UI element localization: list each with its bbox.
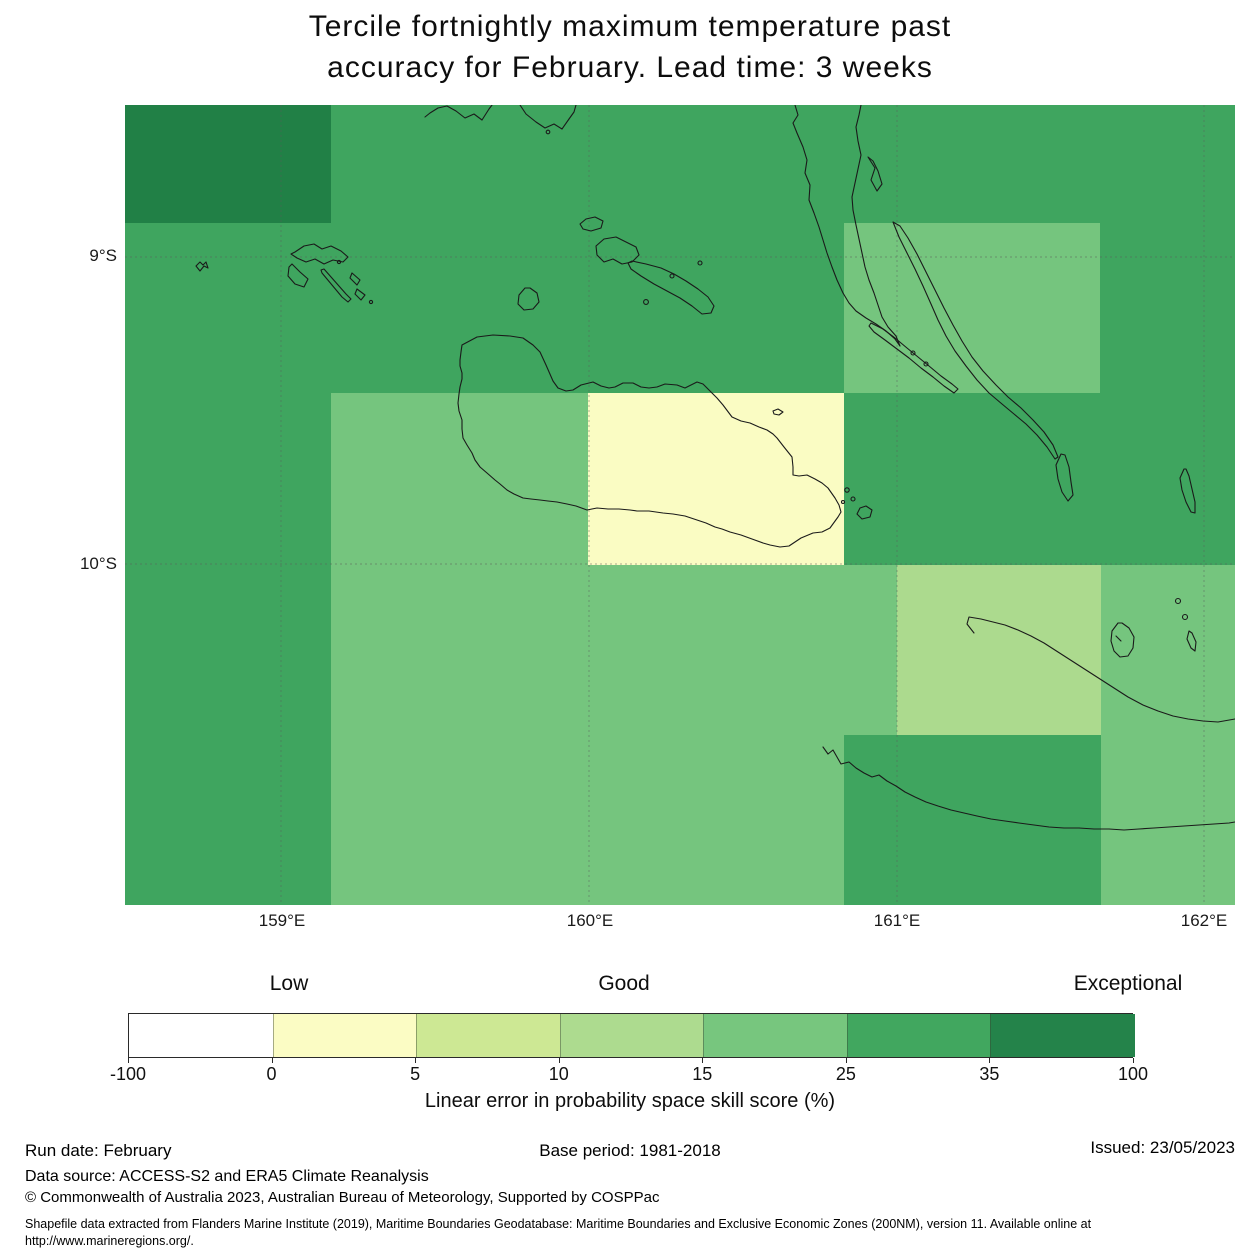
coastline-new-georgia-3 xyxy=(320,268,352,303)
coastline-east-islet xyxy=(1179,468,1196,514)
x-tick-label: 162°E xyxy=(1180,911,1228,930)
grid-cell xyxy=(1101,735,1235,905)
coastline-choiseul-fragment-2 xyxy=(519,105,577,130)
colorbar-tick-label: 15 xyxy=(692,1064,713,1084)
coastline-makira-north xyxy=(966,616,1235,723)
coastline-florida-1 xyxy=(579,216,604,232)
colorbar-tick-label: 25 xyxy=(835,1064,856,1084)
x-tick-label: 159°E xyxy=(258,911,306,930)
run-date-label: Run date: February xyxy=(25,1141,172,1160)
coastline-guadalcanal-islet xyxy=(772,408,784,416)
colorbar-segment xyxy=(416,1014,562,1057)
islet xyxy=(1181,613,1189,621)
grid-cell xyxy=(125,105,331,223)
colorbar-tick-label: 35 xyxy=(979,1064,1000,1084)
islet xyxy=(669,273,675,279)
islet xyxy=(545,129,551,135)
colorbar xyxy=(128,1013,1136,1058)
coastline-makira-south xyxy=(822,746,1235,831)
colorbar-tick-label: 100 xyxy=(1117,1064,1149,1084)
shapefile-attribution-line2: http://www.marineregions.org/. xyxy=(25,1234,194,1248)
coastline-maramasike xyxy=(1055,453,1074,502)
islet xyxy=(910,350,916,356)
colorbar-tick-mark xyxy=(845,1058,847,1063)
colorbar-segment xyxy=(846,1014,992,1057)
coastline-santa-isabel xyxy=(792,105,901,347)
colorbar-tick-mark xyxy=(128,1058,129,1063)
grid-cell xyxy=(331,735,844,905)
x-tick-label: 161°E xyxy=(873,911,921,930)
islet xyxy=(840,499,846,505)
coastline-marau-islet xyxy=(856,505,873,520)
colorbar-tick-label: 5 xyxy=(410,1064,421,1084)
coastline-choiseul-fragment-1 xyxy=(424,105,493,121)
colorbar-segment xyxy=(703,1014,849,1057)
page-title-line1: Tercile fortnightly maximum temperature … xyxy=(308,10,952,43)
shapefile-attribution-line1: Shapefile data extracted from Flanders M… xyxy=(25,1217,1092,1231)
islet xyxy=(697,260,703,266)
y-tick-label: 10°S xyxy=(79,554,117,573)
coastline-isabel-bay xyxy=(867,156,883,192)
grid-cell xyxy=(897,565,1101,735)
coastline-heart-islet xyxy=(195,261,209,272)
coastline-florida-2 xyxy=(595,236,640,265)
copyright-label: © Commonwealth of Australia 2023, Austra… xyxy=(25,1189,660,1206)
coastline-ulawa xyxy=(1110,622,1135,658)
colorbar-tick-mark xyxy=(415,1058,417,1063)
colorbar-segment xyxy=(272,1014,418,1057)
map-overlay xyxy=(125,105,1235,905)
coastline-florida-3 xyxy=(627,260,715,315)
graticule-gridlines xyxy=(125,105,1235,905)
data-source-label: Data source: ACCESS-S2 and ERA5 Climate … xyxy=(25,1168,429,1185)
issued-date-label: Issued: 23/05/2023 xyxy=(1090,1138,1235,1157)
coastline-new-georgia-5 xyxy=(354,288,366,301)
grid-cell xyxy=(331,565,897,735)
islet xyxy=(336,259,342,265)
page-title-line2: accuracy for February. Lead time: 3 week… xyxy=(327,51,933,84)
coastline-malaita xyxy=(892,221,1059,460)
colorbar-segment xyxy=(990,1014,1136,1057)
coastline-new-georgia-2 xyxy=(287,263,309,288)
colorbar-tick-label: 10 xyxy=(548,1064,569,1084)
coastline-russell-island xyxy=(517,287,540,311)
colorbar-tick-mark xyxy=(702,1058,704,1063)
coastline-three-sisters xyxy=(1186,630,1197,652)
islet xyxy=(844,487,850,493)
map-area xyxy=(125,105,1235,905)
coastline-new-georgia-1 xyxy=(290,243,349,265)
grid-cell xyxy=(331,393,588,565)
x-tick-label: 160°E xyxy=(566,911,614,930)
colorbar-tick-mark xyxy=(989,1058,991,1063)
colorbar-band-label: Good xyxy=(598,972,650,995)
islet xyxy=(643,299,649,305)
colorbar-axis-label: Linear error in probability space skill … xyxy=(424,1090,836,1112)
colorbar-segment xyxy=(129,1014,274,1057)
colorbar-band-label: Low xyxy=(269,972,309,995)
grid-cell xyxy=(588,393,844,565)
coastline-isabel-islet-chain xyxy=(868,322,959,394)
grid-cell xyxy=(1101,565,1235,735)
coastline-ulawa-notch xyxy=(1115,635,1122,642)
colorbar-band-label: Exceptional xyxy=(1073,972,1183,995)
islet xyxy=(850,496,856,502)
islet xyxy=(368,299,374,305)
colorbar-tick-mark xyxy=(1133,1058,1134,1063)
coastline-new-georgia-4 xyxy=(349,272,361,286)
colorbar-tick-mark xyxy=(271,1058,273,1063)
coastlines-layer xyxy=(195,105,1235,831)
colorbar-tick-label: -100 xyxy=(109,1064,147,1084)
coastline-guadalcanal xyxy=(457,334,842,548)
islet xyxy=(923,361,929,367)
colorbar-segment xyxy=(559,1014,705,1057)
grid-cell xyxy=(844,223,1100,393)
y-tick-label: 9°S xyxy=(89,246,117,265)
base-period-label: Base period: 1981-2018 xyxy=(539,1141,721,1160)
colorbar-tick-label: 0 xyxy=(266,1064,277,1084)
islet xyxy=(1174,597,1182,605)
colorbar-tick-mark xyxy=(558,1058,560,1063)
